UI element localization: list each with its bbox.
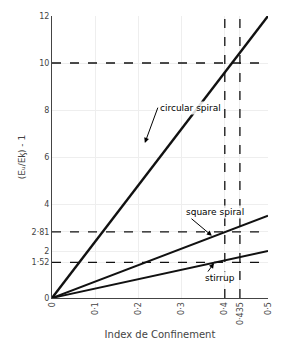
svg-text:0·4: 0·4 xyxy=(220,302,229,315)
svg-text:0: 0 xyxy=(48,302,57,307)
svg-text:circular spiral: circular spiral xyxy=(160,103,221,113)
svg-text:0·5: 0·5 xyxy=(264,302,273,315)
svg-text:4: 4 xyxy=(44,200,49,209)
svg-text:6: 6 xyxy=(44,153,49,162)
svg-text:0·2: 0·2 xyxy=(134,302,143,315)
svg-text:0: 0 xyxy=(44,294,49,303)
svg-text:8: 8 xyxy=(44,106,49,115)
svg-text:0·3: 0·3 xyxy=(177,302,186,315)
svg-text:0·1: 0·1 xyxy=(91,302,100,315)
svg-text:square spiral: square spiral xyxy=(186,207,244,217)
svg-text:0·435: 0·435 xyxy=(236,302,245,325)
svg-text:10: 10 xyxy=(39,59,49,68)
svg-text:1·52: 1·52 xyxy=(32,258,50,267)
svg-text:(Eᵤ/Eᶄ) - 1: (Eᵤ/Eᶄ) - 1 xyxy=(17,135,27,179)
svg-text:12: 12 xyxy=(39,12,49,21)
svg-text:Index de Confinement: Index de Confinement xyxy=(105,329,216,340)
svg-text:stirrup: stirrup xyxy=(205,273,235,283)
svg-text:2: 2 xyxy=(44,247,49,256)
svg-text:2·81: 2·81 xyxy=(32,228,50,237)
